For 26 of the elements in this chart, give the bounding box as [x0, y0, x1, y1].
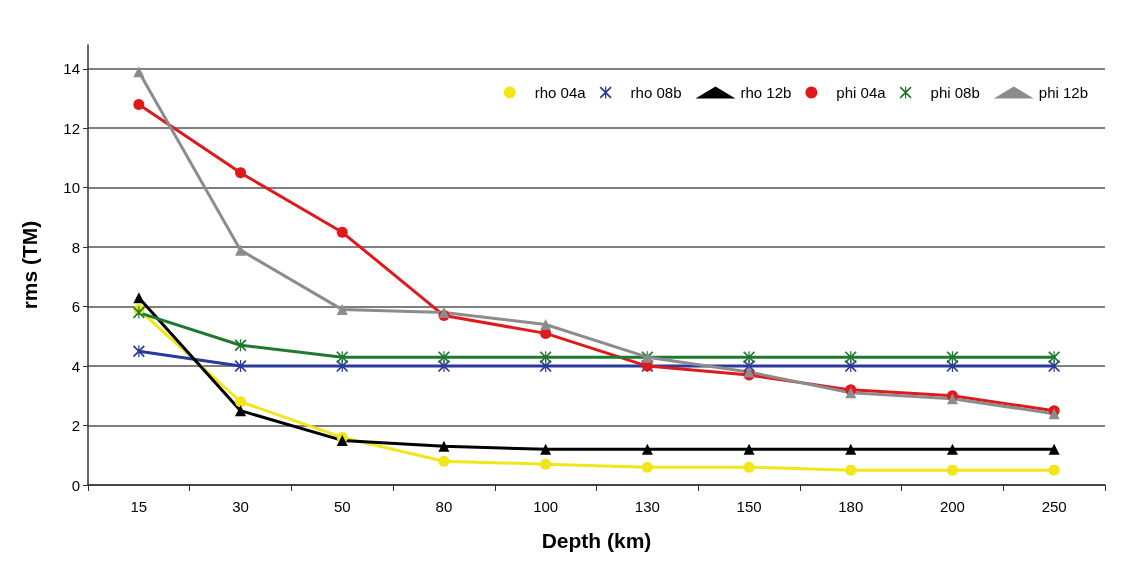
- x-tick-label: 250: [1041, 498, 1067, 515]
- x-tick-label: 50: [333, 498, 351, 515]
- y-tick-label: 10: [63, 179, 80, 197]
- legend-label: rho 04a: [534, 84, 587, 101]
- legend-label: phi 12b: [1038, 84, 1089, 101]
- y-tick-label: 14: [63, 60, 80, 78]
- legend-label: rho 12b: [740, 84, 792, 101]
- legend-label: phi 04a: [836, 84, 887, 101]
- x-tick-label: 30: [232, 498, 249, 515]
- y-axis-title: rms (TM): [18, 220, 41, 310]
- x-tick-label: 200: [939, 498, 965, 515]
- x-tick-label: 130: [634, 498, 660, 515]
- x-tick-label: 180: [838, 498, 864, 515]
- legend-label: phi 08b: [930, 84, 980, 101]
- x-tick-label: 100: [533, 498, 559, 515]
- y-tick-label: 2: [71, 417, 80, 435]
- y-tick-label: 6: [71, 298, 80, 316]
- y-tick-label: 12: [63, 119, 80, 137]
- x-axis-title: Depth (km): [541, 529, 652, 552]
- x-tick-label: 150: [736, 498, 762, 515]
- x-tick-label: 15: [130, 498, 148, 515]
- x-tick-label: 80: [435, 498, 453, 515]
- y-tick-label: 0: [71, 476, 80, 494]
- y-tick-label: 4: [71, 357, 80, 375]
- legend-label: rho 08b: [630, 84, 682, 101]
- y-tick-label: 8: [71, 238, 80, 256]
